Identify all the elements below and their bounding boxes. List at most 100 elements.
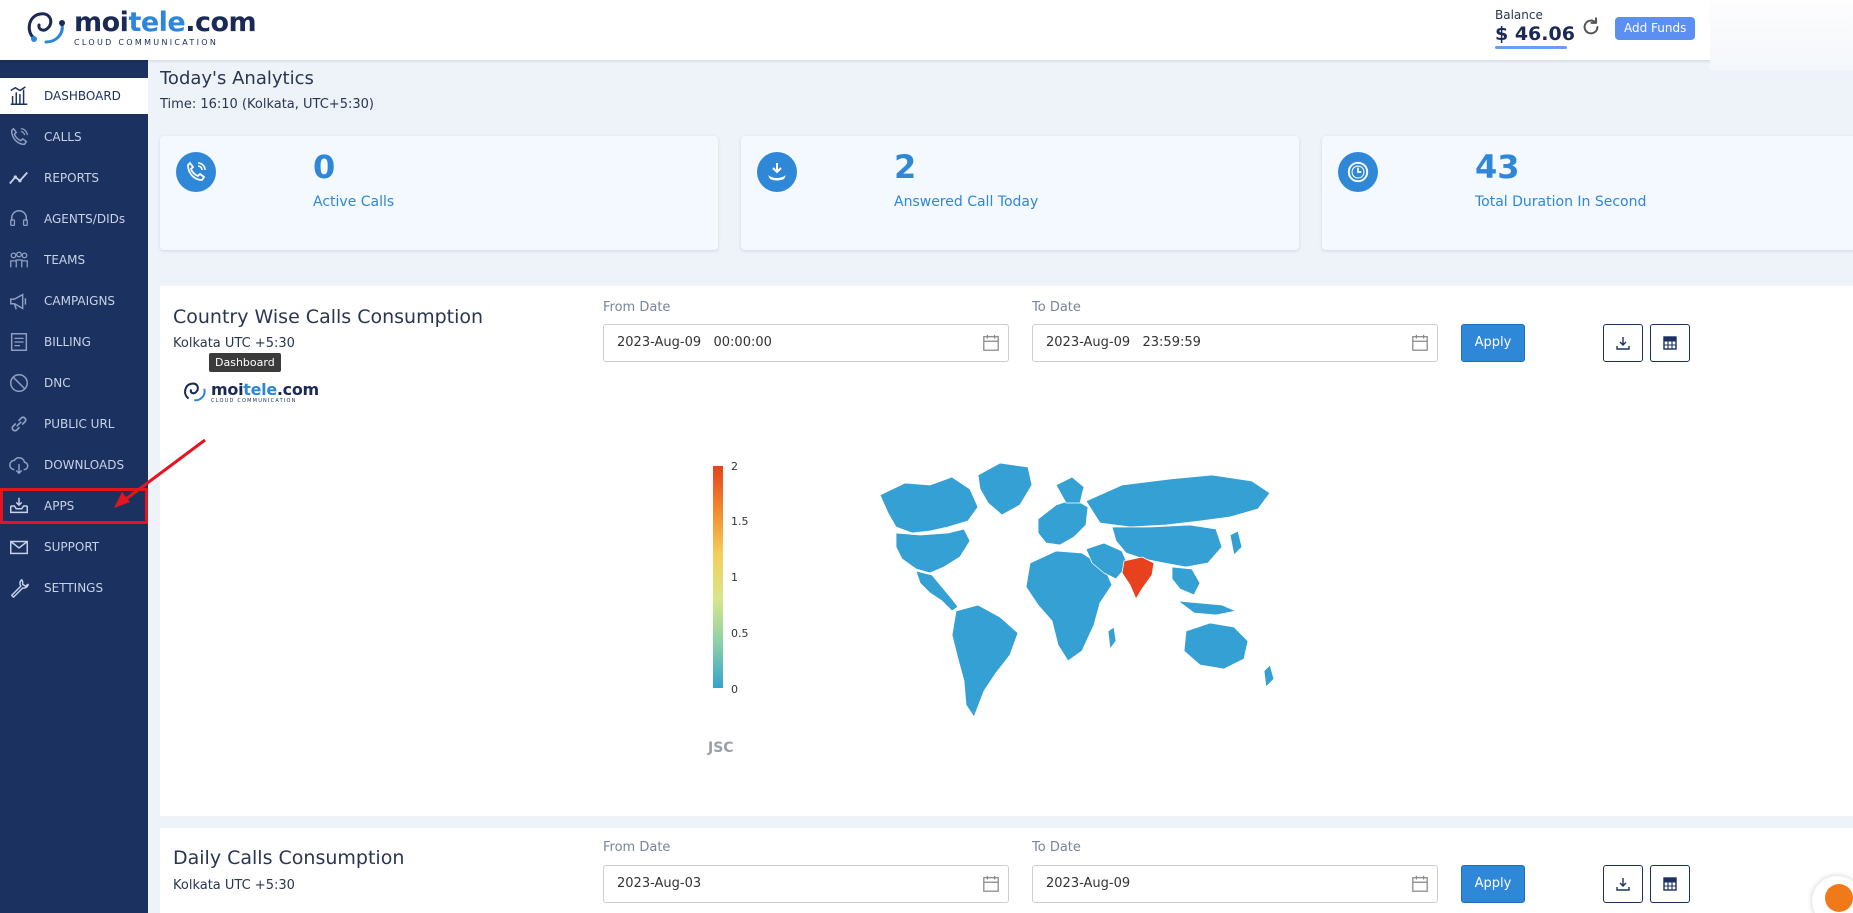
panel-timezone: Kolkata UTC +5:30 xyxy=(173,336,295,351)
team-icon xyxy=(8,249,30,271)
download-icon xyxy=(1616,337,1630,350)
header-right-fade xyxy=(1710,0,1853,70)
from-date-label: From Date xyxy=(603,840,671,855)
table-view-button[interactable] xyxy=(1650,865,1690,903)
sidebar-nav: DASHBOARD CALLS REPORTS AGENTS/DIDs TEAM… xyxy=(0,60,148,913)
color-scale-tick: 0 xyxy=(731,683,738,696)
sidebar-item-calls[interactable]: CALLS xyxy=(0,119,148,155)
table-icon xyxy=(1663,877,1677,891)
clock-icon xyxy=(1338,152,1378,192)
sidebar-item-label: BILLING xyxy=(44,335,91,349)
stat-value: 0 xyxy=(313,148,336,186)
map-region xyxy=(1037,498,1089,546)
to-date-input[interactable]: 2023-Aug-09 xyxy=(1032,865,1438,903)
map-region xyxy=(1025,550,1113,662)
panel-title: Country Wise Calls Consumption xyxy=(173,306,484,328)
megaphone-icon xyxy=(8,290,30,312)
phone-icon xyxy=(8,126,30,148)
sidebar-item-public-url[interactable]: PUBLIC URL xyxy=(0,406,148,442)
map-region xyxy=(1263,664,1275,688)
calendar-icon[interactable] xyxy=(982,875,1000,893)
tooltip: Dashboard xyxy=(209,353,281,372)
mini-logo-tagline: CLOUD COMMUNICATION xyxy=(211,397,297,404)
sidebar-item-label: DOWNLOADS xyxy=(44,458,125,472)
sidebar-item-agents[interactable]: AGENTS/DIDs xyxy=(0,201,148,237)
sidebar-item-dnc[interactable]: DNC xyxy=(0,365,148,401)
download-button[interactable] xyxy=(1603,324,1643,362)
from-date-label: From Date xyxy=(603,300,671,315)
panel-timezone: Kolkata UTC +5:30 xyxy=(173,878,295,893)
download-icon xyxy=(1616,878,1630,891)
table-view-button[interactable] xyxy=(1650,324,1690,362)
logo-mark-icon xyxy=(27,12,65,44)
sidebar-item-label: AGENTS/DIDs xyxy=(44,212,126,226)
balance-underline xyxy=(1495,46,1567,49)
sidebar-item-billing[interactable]: BILLING xyxy=(0,324,148,360)
call-received-icon xyxy=(757,152,797,192)
apply-button[interactable]: Apply xyxy=(1461,865,1525,903)
from-date-value: 2023-Aug-09 00:00:00 xyxy=(617,335,772,350)
top-header: moitele.com CLOUD COMMUNICATION Balance … xyxy=(0,0,1853,70)
chat-icon[interactable] xyxy=(1825,884,1853,912)
sidebar-item-campaigns[interactable]: CAMPAIGNS xyxy=(0,283,148,319)
sidebar-item-support[interactable]: SUPPORT xyxy=(0,529,148,565)
stat-label: Total Duration In Second xyxy=(1475,194,1647,210)
sidebar-item-teams[interactable]: TEAMS xyxy=(0,242,148,278)
sidebar-item-label: SETTINGS xyxy=(44,581,104,595)
stat-value: 2 xyxy=(894,148,917,186)
apply-button[interactable]: Apply xyxy=(1461,324,1525,362)
map-region xyxy=(1183,622,1249,670)
stat-card-answered-calls: 2 Answered Call Today xyxy=(741,136,1299,250)
from-date-value: 2023-Aug-03 xyxy=(617,876,702,891)
balance-value: $ 46.06 xyxy=(1495,23,1575,45)
sidebar-item-dashboard[interactable]: DASHBOARD xyxy=(0,78,148,114)
sidebar-item-label: APPS xyxy=(44,499,75,513)
map-region xyxy=(1111,524,1223,568)
brand-logo[interactable]: moitele.com CLOUD COMMUNICATION xyxy=(24,7,257,48)
map-region xyxy=(951,604,1019,718)
map-region xyxy=(915,570,959,612)
stat-label: Answered Call Today xyxy=(894,194,1039,210)
sidebar-item-label: TEAMS xyxy=(44,253,86,267)
page-title: Today's Analytics xyxy=(160,68,314,89)
download-button[interactable] xyxy=(1603,865,1643,903)
daily-calls-panel: Daily Calls Consumption Kolkata UTC +5:3… xyxy=(160,828,1853,913)
map-region xyxy=(1171,566,1201,596)
sidebar-item-label: CAMPAIGNS xyxy=(44,294,116,308)
country-calls-panel: Country Wise Calls Consumption Kolkata U… xyxy=(160,286,1853,816)
from-date-input[interactable]: 2023-Aug-03 xyxy=(603,865,1009,903)
map-region xyxy=(1229,530,1243,556)
add-funds-button[interactable]: Add Funds xyxy=(1615,17,1696,40)
to-date-label: To Date xyxy=(1032,840,1081,855)
mail-icon xyxy=(8,536,30,558)
sidebar-item-label: SUPPORT xyxy=(44,540,100,554)
stat-label: Active Calls xyxy=(313,194,395,210)
to-date-label: To Date xyxy=(1032,300,1081,315)
table-icon xyxy=(1663,336,1677,350)
from-date-input[interactable]: 2023-Aug-09 00:00:00 xyxy=(603,324,1009,362)
world-map[interactable] xyxy=(860,455,1300,720)
calendar-icon[interactable] xyxy=(1411,875,1429,893)
map-region-india xyxy=(1121,556,1155,600)
logo-wordmark: moitele.com xyxy=(74,7,257,38)
link-icon xyxy=(8,413,30,435)
sidebar-item-label: REPORTS xyxy=(44,171,100,185)
to-date-input[interactable]: 2023-Aug-09 23:59:59 xyxy=(1032,324,1438,362)
sidebar-item-settings[interactable]: SETTINGS xyxy=(0,570,148,606)
map-region xyxy=(1055,476,1085,504)
sidebar-item-downloads[interactable]: DOWNLOADS xyxy=(0,447,148,483)
cloud-download-icon xyxy=(8,454,30,476)
sidebar-item-apps[interactable]: APPS xyxy=(0,488,148,524)
stat-card-active-calls: 0 Active Calls xyxy=(160,136,718,250)
sidebar-item-reports[interactable]: REPORTS xyxy=(0,160,148,196)
calendar-icon[interactable] xyxy=(1411,334,1429,352)
calendar-icon[interactable] xyxy=(982,334,1000,352)
color-scale-tick: 2 xyxy=(731,460,738,473)
stat-value: 43 xyxy=(1475,148,1520,186)
inbox-download-icon xyxy=(8,495,30,517)
to-date-value: 2023-Aug-09 xyxy=(1046,876,1131,891)
panel-title: Daily Calls Consumption xyxy=(173,847,405,869)
mini-logo-wordmark: moitele.com xyxy=(211,379,319,399)
wrench-icon xyxy=(8,577,30,599)
refresh-icon[interactable] xyxy=(1580,16,1602,38)
